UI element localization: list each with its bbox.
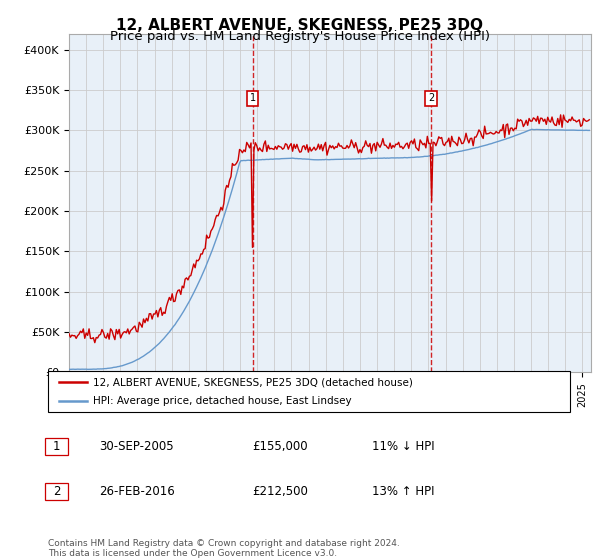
Text: £155,000: £155,000 <box>252 440 308 454</box>
Text: 11% ↓ HPI: 11% ↓ HPI <box>372 440 434 454</box>
Text: Price paid vs. HM Land Registry's House Price Index (HPI): Price paid vs. HM Land Registry's House … <box>110 30 490 43</box>
Text: 1: 1 <box>53 440 60 454</box>
Text: 12, ALBERT AVENUE, SKEGNESS, PE25 3DQ: 12, ALBERT AVENUE, SKEGNESS, PE25 3DQ <box>116 18 484 33</box>
Text: 1: 1 <box>250 93 256 103</box>
Text: 26-FEB-2016: 26-FEB-2016 <box>99 485 175 498</box>
Text: 13% ↑ HPI: 13% ↑ HPI <box>372 485 434 498</box>
Text: 2: 2 <box>53 485 60 498</box>
Text: Contains HM Land Registry data © Crown copyright and database right 2024.
This d: Contains HM Land Registry data © Crown c… <box>48 539 400 558</box>
Text: £212,500: £212,500 <box>252 485 308 498</box>
Text: HPI: Average price, detached house, East Lindsey: HPI: Average price, detached house, East… <box>93 396 352 405</box>
Text: 12, ALBERT AVENUE, SKEGNESS, PE25 3DQ (detached house): 12, ALBERT AVENUE, SKEGNESS, PE25 3DQ (d… <box>93 377 413 387</box>
Text: 2: 2 <box>428 93 434 103</box>
Text: 30-SEP-2005: 30-SEP-2005 <box>99 440 173 454</box>
